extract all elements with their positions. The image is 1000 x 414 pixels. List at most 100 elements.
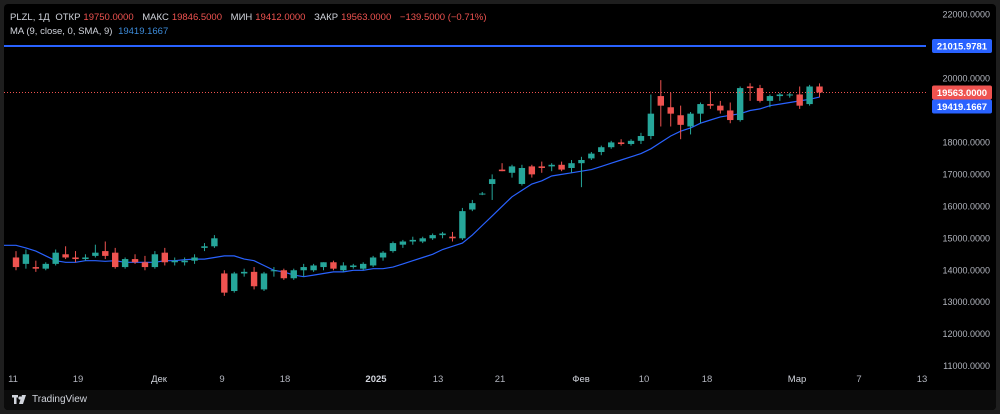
hline-price-tag[interactable]: 21015.9781	[932, 39, 992, 54]
candle[interactable]	[270, 267, 278, 277]
candle[interactable]	[240, 268, 248, 277]
candle[interactable]	[717, 100, 724, 114]
chart-canvas[interactable]: 11000.0000 12000.0000 13000.0000 14000.0000…	[4, 4, 996, 410]
price-axis[interactable]: 11000.0000 12000.0000 13000.0000 14000.0000…	[932, 10, 992, 372]
candle[interactable]	[816, 83, 823, 98]
candle[interactable]	[221, 270, 228, 296]
candle[interactable]	[290, 268, 297, 280]
candle[interactable]	[697, 102, 704, 124]
candle[interactable]	[806, 84, 813, 106]
candle[interactable]	[360, 262, 367, 271]
candle[interactable]	[92, 244, 99, 258]
chart-window[interactable]: 11000.0000 12000.0000 13000.0000 14000.0000…	[4, 4, 996, 410]
candle[interactable]	[627, 139, 635, 146]
candle[interactable]	[32, 260, 40, 272]
candle[interactable]	[588, 152, 595, 160]
candle[interactable]	[211, 235, 218, 248]
candle[interactable]	[667, 92, 674, 127]
candle[interactable]	[131, 254, 139, 264]
candle[interactable]	[102, 241, 109, 260]
tradingview-logo[interactable]: TradingView	[12, 394, 87, 405]
candle[interactable]	[459, 207, 466, 240]
time-axis[interactable]: 11 19 Дек 9 18 2025 13 21 Фев 10 18 Мар 7 13	[8, 374, 927, 385]
candle[interactable]	[498, 163, 506, 172]
candle[interactable]	[72, 251, 79, 263]
candles[interactable]	[12, 80, 823, 296]
ma-price-tag[interactable]: 19419.1667	[932, 99, 992, 114]
hline-price-tag-bg	[932, 39, 992, 54]
candle[interactable]	[469, 199, 476, 212]
candle[interactable]	[369, 255, 377, 268]
candle[interactable]	[578, 156, 585, 188]
last-price-tag-bg	[932, 85, 992, 100]
candle[interactable]	[141, 255, 149, 271]
candle[interactable]	[350, 263, 357, 269]
candle[interactable]	[637, 132, 645, 145]
candle[interactable]	[330, 260, 337, 271]
candle[interactable]	[389, 241, 397, 253]
candle[interactable]	[528, 164, 536, 178]
candle[interactable]	[161, 247, 168, 266]
candle[interactable]	[786, 92, 793, 98]
candle[interactable]	[736, 86, 744, 122]
ma-legend[interactable]: MA (9, close, 0, SMA, 9) 19419.1667	[10, 26, 171, 37]
candle[interactable]	[340, 262, 347, 272]
candle-body	[62, 254, 69, 258]
candle[interactable]	[488, 174, 496, 200]
candle[interactable]	[479, 191, 486, 196]
candle[interactable]	[766, 94, 774, 108]
candle[interactable]	[617, 139, 625, 146]
candle[interactable]	[687, 112, 694, 135]
candle[interactable]	[231, 271, 238, 293]
candle[interactable]	[508, 164, 516, 178]
candle[interactable]	[121, 257, 129, 269]
candle[interactable]	[191, 254, 198, 264]
symbol-label[interactable]: PLZL, 1Д	[10, 12, 50, 23]
candle[interactable]	[112, 247, 119, 269]
candle[interactable]	[12, 251, 20, 271]
candle[interactable]	[260, 271, 268, 292]
candle[interactable]	[429, 233, 436, 240]
candle[interactable]	[707, 91, 714, 109]
candle[interactable]	[52, 249, 59, 266]
candle[interactable]	[320, 262, 327, 271]
candle-body	[508, 166, 516, 173]
candle[interactable]	[746, 83, 754, 101]
candle[interactable]	[22, 249, 30, 269]
candle[interactable]	[756, 84, 764, 103]
candle[interactable]	[419, 236, 426, 244]
candle[interactable]	[62, 246, 69, 260]
candle-body	[300, 267, 307, 271]
candle[interactable]	[449, 231, 456, 242]
candle[interactable]	[598, 145, 605, 156]
candle[interactable]	[280, 268, 288, 280]
candle[interactable]	[379, 251, 387, 261]
candle[interactable]	[151, 251, 159, 269]
candle[interactable]	[518, 164, 526, 186]
candle[interactable]	[647, 94, 655, 140]
candle[interactable]	[548, 163, 555, 172]
candle[interactable]	[42, 262, 49, 271]
last-price-tag[interactable]: 19563.0000	[932, 85, 992, 100]
candle[interactable]	[310, 263, 317, 272]
candle-body	[250, 271, 258, 287]
candle[interactable]	[250, 267, 258, 290]
candle[interactable]	[409, 236, 416, 245]
candle[interactable]	[399, 239, 407, 248]
candle[interactable]	[677, 105, 684, 140]
candle[interactable]	[538, 161, 545, 173]
candle[interactable]	[608, 140, 615, 149]
candle[interactable]	[776, 92, 784, 101]
candle[interactable]	[657, 80, 664, 127]
candle[interactable]	[439, 231, 446, 239]
candle[interactable]	[82, 254, 89, 261]
candle-body	[498, 169, 506, 172]
candle[interactable]	[300, 263, 307, 277]
candle[interactable]	[727, 102, 734, 124]
candle[interactable]	[181, 257, 188, 266]
candle[interactable]	[796, 86, 803, 109]
candle[interactable]	[568, 159, 575, 173]
candle[interactable]	[558, 161, 565, 172]
candle[interactable]	[171, 257, 178, 266]
candle[interactable]	[201, 243, 208, 252]
